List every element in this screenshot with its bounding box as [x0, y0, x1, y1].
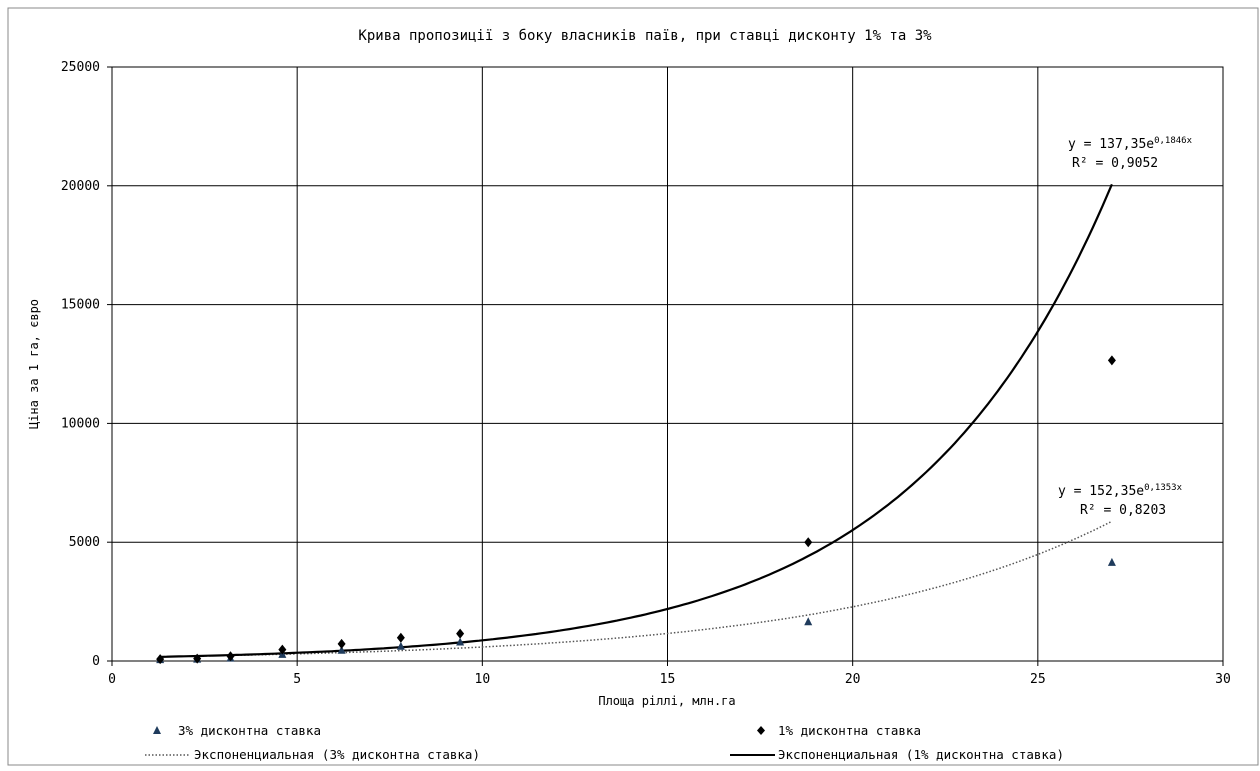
point-1pct [396, 632, 405, 643]
legend-item-trend-3pct: Экспоненциальная (3% дисконтна ставка) [145, 747, 480, 762]
equation-label-3pct: y = 152,35e0,1353x R² = 0,8203 [1058, 483, 1183, 518]
legend: 3% дисконтна ставка 1% дисконтна ставка … [145, 723, 1064, 762]
axis-ticks: 0 5 10 15 20 25 30 0 5000 10000 15000 20000 25000 [61, 60, 1231, 687]
point-3pct [1107, 557, 1116, 566]
chart-title: Крива пропозиції з боку власників паїв, … [358, 28, 932, 44]
x-axis-label: Площа ріллі, млн.га [598, 694, 735, 708]
point-1pct [226, 651, 235, 662]
r2-1pct: R² = 0,9052 [1072, 156, 1158, 171]
x-tick-label: 20 [845, 672, 861, 687]
trendline-1pct [160, 183, 1113, 658]
trendline-3pct [160, 520, 1113, 658]
equation-label-1pct: y = 137,35e0,1846x R² = 0,9052 [1068, 136, 1193, 171]
gridlines [112, 67, 1223, 661]
equation-1pct-exponent: 0,1846x [1154, 136, 1193, 146]
y-axis-label: Ціна за 1 га, євро [27, 299, 41, 429]
legend-label-1pct: 1% дисконтна ставка [778, 723, 921, 738]
x-tick-label: 0 [108, 672, 116, 687]
point-1pct [804, 537, 813, 548]
point-1pct [193, 653, 202, 664]
x-tick-label: 5 [293, 672, 301, 687]
legend-label-3pct: 3% дисконтна ставка [178, 723, 321, 738]
x-tick-label: 10 [475, 672, 491, 687]
legend-triangle-marker [153, 726, 161, 734]
point-3pct [456, 637, 465, 646]
y-tick-label: 5000 [69, 535, 100, 550]
point-1pct [1107, 355, 1116, 366]
equation-1pct-prefix: y = 137,35e [1068, 137, 1154, 152]
legend-item-1pct: 1% дисконтна ставка [757, 723, 921, 738]
legend-item-3pct: 3% дисконтна ставка [153, 723, 321, 738]
equation-3pct-prefix: y = 152,35e [1058, 484, 1144, 499]
trendlines [160, 183, 1113, 658]
point-1pct [156, 654, 165, 665]
point-3pct [804, 617, 813, 626]
point-3pct [396, 641, 405, 650]
legend-diamond-marker [757, 726, 765, 735]
point-1pct [337, 638, 346, 649]
svg-text:y = 152,35e0,1353x: y = 152,35e0,1353x [1058, 483, 1183, 499]
legend-item-trend-1pct: Экспоненциальная (1% дисконтна ставка) [730, 747, 1064, 762]
x-tick-label: 15 [660, 672, 676, 687]
y-tick-label: 25000 [61, 60, 100, 75]
chart-frame [7, 7, 1259, 766]
svg-text:y = 137,35e0,1846x: y = 137,35e0,1846x [1068, 136, 1193, 152]
point-3pct [337, 645, 346, 654]
x-tick-label: 25 [1030, 672, 1046, 687]
y-tick-label: 10000 [61, 416, 100, 431]
y-tick-label: 15000 [61, 298, 100, 313]
data-points [156, 355, 1116, 665]
legend-label-trend-3pct: Экспоненциальная (3% дисконтна ставка) [194, 747, 480, 762]
point-1pct [456, 628, 465, 639]
y-tick-label: 0 [92, 654, 100, 669]
point-1pct [278, 644, 287, 655]
x-tick-label: 30 [1215, 672, 1231, 687]
legend-label-trend-1pct: Экспоненциальная (1% дисконтна ставка) [778, 747, 1064, 762]
y-tick-label: 20000 [61, 179, 100, 194]
equation-3pct-exponent: 0,1353x [1144, 483, 1183, 493]
r2-3pct: R² = 0,8203 [1080, 503, 1166, 518]
